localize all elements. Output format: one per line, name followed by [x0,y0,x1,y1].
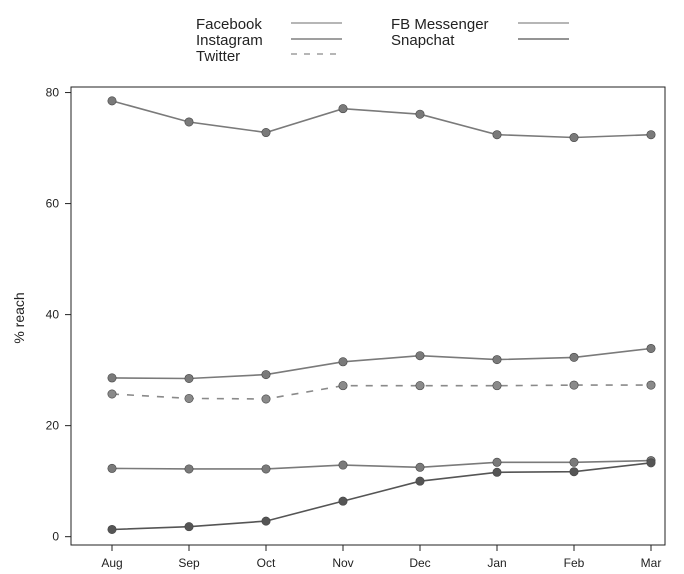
data-point-fb-messenger [338,357,348,367]
legend-label-twitter: Twitter [196,48,240,65]
y-tick-label: 0 [52,530,59,544]
series-line-snapchat [111,462,652,531]
series-line-twitter [111,384,651,400]
data-point-twitter [261,394,271,404]
data-point-twitter [107,389,117,399]
x-tick-label: Nov [332,556,353,570]
data-point-snapchat [107,524,117,534]
data-point-twitter [569,380,579,390]
data-point-snapchat [646,458,656,468]
x-tick-label: Sep [178,556,200,570]
legend: Facebook Instagram Twitter FB Messenger … [196,16,569,65]
data-point-facebook [415,109,425,119]
series-layer [107,96,656,534]
x-tick-label: Aug [101,556,122,570]
series-line-fb-messenger [111,347,652,380]
data-point-facebook [569,133,579,143]
data-point-snapchat [184,522,194,532]
series-line-facebook [111,100,652,139]
data-point-instagram [184,464,194,474]
data-point-facebook [646,130,656,140]
data-point-snapchat [569,467,579,477]
series-line-instagram [111,459,652,470]
plot-frame [70,86,666,546]
data-point-fb-messenger [415,351,425,361]
data-point-facebook [261,128,271,138]
data-point-snapchat [415,476,425,486]
legend-label-fb-messenger: FB Messenger [391,16,489,33]
x-tick-label: Oct [257,556,276,570]
data-point-fb-messenger [492,355,502,365]
data-point-twitter [184,393,194,403]
data-point-fb-messenger [107,373,117,383]
y-axis-label: % reach [11,292,27,343]
legend-label-facebook: Facebook [196,16,262,33]
data-point-fb-messenger [184,373,194,383]
data-point-facebook [184,117,194,127]
data-point-instagram [107,463,117,473]
data-point-fb-messenger [261,370,271,380]
data-point-fb-messenger [646,343,656,353]
data-point-instagram [415,462,425,472]
data-point-twitter [415,381,425,391]
x-tick-label: Jan [487,556,506,570]
data-point-snapchat [338,496,348,506]
data-point-instagram [338,460,348,470]
data-point-snapchat [261,516,271,526]
y-tick-label: 80 [46,86,60,100]
data-point-facebook [492,130,502,140]
data-point-fb-messenger [569,352,579,362]
y-tick-label: 60 [46,197,60,211]
data-point-instagram [569,457,579,467]
y-tick-label: 40 [46,308,60,322]
x-axis-ticks: Aug Sep Oct Nov Dec Jan Feb Mar [101,545,661,570]
y-axis-ticks: 0 20 40 60 80 [46,86,71,544]
data-point-facebook [338,104,348,114]
x-tick-label: Mar [641,556,662,570]
data-point-instagram [492,457,502,467]
y-tick-label: 20 [46,419,60,433]
data-point-twitter [492,381,502,391]
data-point-instagram [261,464,271,474]
data-point-twitter [646,380,656,390]
data-point-snapchat [492,467,502,477]
data-point-twitter [338,381,348,391]
legend-label-snapchat: Snapchat [391,32,455,49]
data-point-facebook [107,96,117,106]
x-tick-label: Feb [564,556,585,570]
legend-label-instagram: Instagram [196,32,263,49]
x-tick-label: Dec [409,556,430,570]
